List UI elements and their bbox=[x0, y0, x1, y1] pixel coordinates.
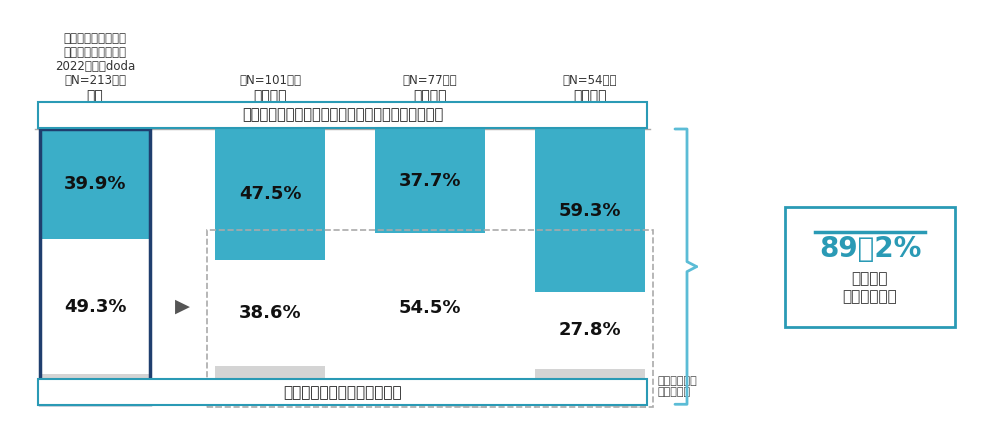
Bar bbox=[535, 292, 645, 369]
Text: 89．2%: 89．2% bbox=[819, 235, 921, 263]
Bar bbox=[38, 379, 647, 405]
Bar bbox=[535, 369, 645, 404]
Bar bbox=[375, 233, 485, 383]
Bar bbox=[215, 260, 325, 366]
Bar bbox=[40, 374, 150, 404]
Bar bbox=[535, 292, 645, 369]
Text: （N=77人）: （N=77人） bbox=[403, 74, 457, 87]
Text: 全体: 全体 bbox=[87, 89, 103, 103]
Text: 2022年度にdoda: 2022年度にdoda bbox=[55, 60, 135, 73]
Text: 転職・就職活動中および現在の就機先でも役立った: 転職・就職活動中および現在の就機先でも役立った bbox=[242, 108, 443, 123]
Bar bbox=[38, 102, 647, 128]
Text: 27.8%: 27.8% bbox=[559, 321, 621, 339]
Text: チャレンジを利用し: チャレンジを利用し bbox=[64, 46, 126, 59]
Text: 13.0%: 13.0% bbox=[570, 380, 610, 393]
Bar bbox=[40, 239, 150, 374]
Text: 転職・就職活動中に役立った: 転職・就職活動中に役立った bbox=[283, 385, 402, 400]
Text: 59.3%: 59.3% bbox=[559, 202, 621, 220]
Text: 発達障害: 発達障害 bbox=[573, 89, 607, 103]
Bar bbox=[785, 207, 955, 326]
Bar bbox=[375, 233, 485, 383]
Text: 38.6%: 38.6% bbox=[239, 304, 301, 322]
Bar bbox=[535, 129, 645, 292]
Text: いずれも役立
たなかった: いずれも役立 たなかった bbox=[657, 376, 697, 397]
Text: 54.5%: 54.5% bbox=[399, 299, 461, 317]
Bar bbox=[40, 239, 150, 374]
Text: 精神障害: 精神障害 bbox=[413, 89, 447, 103]
Bar bbox=[207, 230, 653, 407]
Bar bbox=[375, 129, 485, 233]
Text: 47.5%: 47.5% bbox=[239, 185, 301, 203]
Text: 7.8%: 7.8% bbox=[414, 387, 446, 400]
Text: 転職・就職に: 転職・就職に bbox=[843, 289, 897, 304]
Bar bbox=[40, 129, 150, 404]
Text: 49.3%: 49.3% bbox=[64, 298, 126, 315]
Bar bbox=[215, 129, 325, 260]
Bar bbox=[215, 260, 325, 366]
Text: 身体障害: 身体障害 bbox=[253, 89, 287, 103]
Text: 10.8%: 10.8% bbox=[75, 383, 115, 396]
Text: （N=54人）: （N=54人） bbox=[563, 74, 617, 87]
Text: （N=213人）: （N=213人） bbox=[64, 74, 126, 87]
Text: 役立った: 役立った bbox=[852, 271, 888, 286]
Bar bbox=[375, 383, 485, 404]
Text: 39.9%: 39.9% bbox=[64, 175, 126, 193]
Bar bbox=[215, 260, 325, 366]
Bar bbox=[375, 233, 485, 383]
Bar bbox=[40, 129, 150, 239]
Bar bbox=[40, 239, 150, 374]
Bar bbox=[535, 292, 645, 369]
Text: て転職・就職した人: て転職・就職した人 bbox=[64, 32, 126, 45]
Text: ▶: ▶ bbox=[175, 297, 190, 316]
Text: 13.9%: 13.9% bbox=[250, 378, 290, 391]
Text: 37.7%: 37.7% bbox=[399, 172, 461, 190]
Text: （N=101人）: （N=101人） bbox=[239, 74, 301, 87]
Bar bbox=[215, 366, 325, 404]
